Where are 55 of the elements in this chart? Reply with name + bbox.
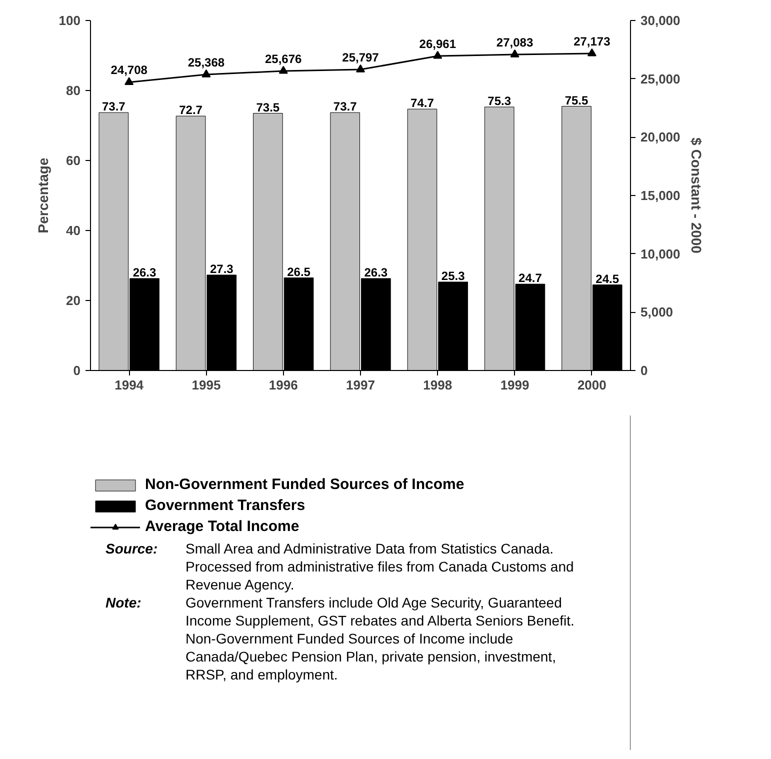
x-tick-label: 2000: [577, 378, 606, 392]
y-axis-title: Percentage: [34, 158, 51, 234]
x-tick-label: 1995: [192, 378, 221, 392]
y2-tick-label: 15,000: [640, 188, 680, 203]
data-label: 75.3: [488, 94, 512, 108]
data-label: 24,708: [110, 63, 148, 78]
y-tick-label: 0: [73, 363, 81, 378]
data-label: 26.5: [287, 264, 311, 279]
text: Note: Government Transfers include Old Age Security, Guaranteed Income Supplement, GST rebates and Alberta Seniors Benefit. Non-Government Funded Sources of Income include Canada/Quebec Pension Plan, private pension, investment, RRSP, and employment.: [106, 594, 574, 682]
point: [587, 48, 596, 56]
data-label: 74.7: [410, 96, 434, 110]
y-tick-label: 60: [66, 153, 81, 168]
point: [356, 64, 365, 72]
data-label: 26.3: [132, 265, 157, 280]
point: [124, 77, 134, 86]
y2-tick-label: 30,000: [640, 13, 680, 28]
x-tick-label: 1996: [268, 378, 298, 392]
y2-tick-label: 20,000: [640, 130, 680, 145]
y-tick-label: 20: [66, 293, 81, 308]
point: [433, 50, 442, 59]
y2-axis-title: $ Constant - 2000: [688, 138, 704, 254]
data-label: 26.3: [364, 265, 388, 280]
data-label: 25,676: [265, 52, 302, 66]
data-label: 73.5: [256, 100, 280, 114]
text: Source: Small Area and Administrative Data from Statistics Canada. Processed from administrative files from Canada Customs and Revenue Agency.: [106, 540, 574, 592]
y2-tick-label: 10,000: [640, 246, 680, 262]
x-tick-label: 1997: [346, 378, 375, 392]
x-tick-label: 1999: [500, 378, 530, 392]
y-tick-label: 40: [66, 223, 81, 238]
data-label: 25,797: [342, 50, 380, 65]
data-label: 72.7: [179, 103, 203, 118]
x-tick-label: 1994: [114, 378, 144, 392]
y2-tick-label: 0: [640, 363, 648, 378]
data-label: 24.5: [596, 272, 620, 286]
data-label: 26,961: [419, 36, 456, 51]
x-tick-label: 1998: [423, 378, 452, 392]
point: [510, 49, 520, 58]
point: [278, 66, 288, 74]
y2-tick-label: 5,000: [640, 304, 674, 320]
data-label: 27,083: [496, 36, 534, 50]
legend-label: Government Transfers: [145, 497, 306, 514]
legend-label: Non-Government Funded Sources of Income: [145, 476, 464, 493]
data-label: 25.3: [441, 268, 466, 283]
y2-tick-label: 25,000: [640, 71, 680, 86]
data-label: 25,368: [188, 56, 225, 70]
legend-label: Average Total Income: [145, 518, 300, 535]
data-label: 27.3: [210, 262, 234, 276]
y-tick-label: 80: [66, 83, 81, 98]
data-label: 75.5: [564, 93, 589, 108]
data-label: 73.7: [102, 100, 126, 114]
y-tick-label: 100: [58, 13, 81, 28]
data-label: 27,173: [574, 34, 611, 48]
data-label: 73.7: [333, 100, 358, 114]
data-label: 24.7: [518, 271, 542, 286]
point: [202, 69, 211, 78]
